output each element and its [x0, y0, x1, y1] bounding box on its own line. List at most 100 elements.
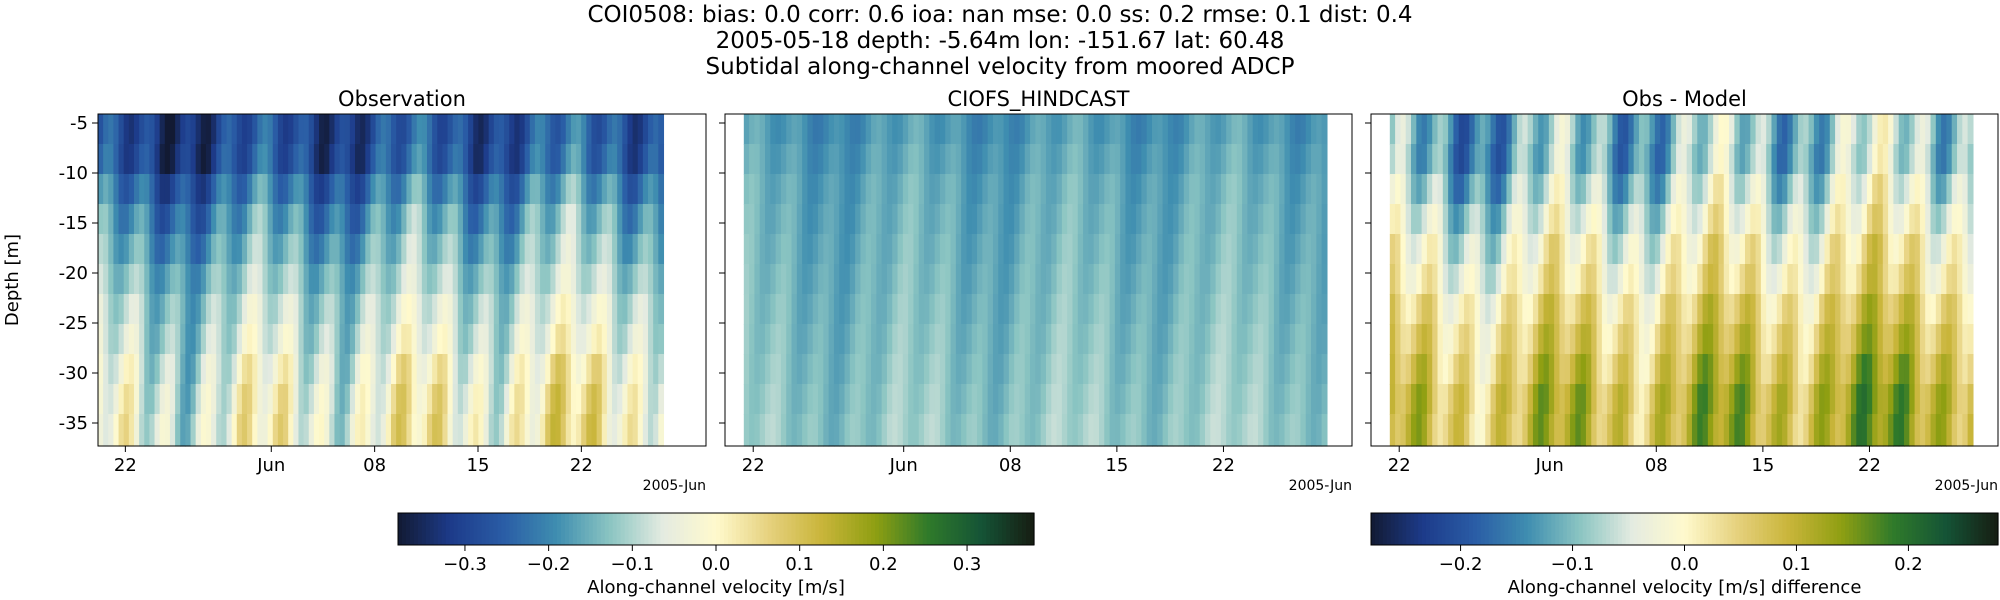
heatmap-cell: [1045, 264, 1052, 295]
heatmap-cell: [452, 354, 459, 385]
heatmap-cell: [1226, 414, 1233, 447]
heatmap-cell: [1713, 264, 1720, 295]
heatmap-cell: [1405, 324, 1412, 355]
heatmap-cell: [339, 324, 346, 355]
colorbar-swatch: [1547, 513, 1552, 545]
heatmap-cell: [612, 174, 618, 205]
heatmap-cell: [324, 174, 330, 205]
heatmap-cell: [298, 204, 305, 235]
heatmap-cell: [627, 294, 634, 325]
heatmap-cell: [406, 264, 413, 295]
heatmap-cell: [1559, 264, 1566, 295]
heatmap-cell: [939, 144, 946, 175]
heatmap-cell: [1543, 324, 1550, 355]
heatmap-cell: [1120, 324, 1127, 355]
heatmap-cell: [241, 384, 248, 415]
heatmap-cell: [457, 144, 464, 175]
heatmap-cell: [1771, 264, 1778, 295]
heatmap-cell: [1236, 324, 1243, 355]
heatmap-cell: [1548, 384, 1555, 415]
heatmap-cell: [1231, 114, 1238, 145]
heatmap-cell: [759, 324, 766, 355]
heatmap-cell: [1930, 234, 1937, 265]
heatmap-cell: [658, 384, 665, 415]
heatmap-cell: [576, 144, 582, 175]
heatmap-cell: [770, 294, 777, 325]
heatmap-cell: [1522, 234, 1529, 265]
heatmap-cell: [236, 414, 243, 447]
heatmap-cell: [955, 114, 962, 145]
heatmap-cell: [1442, 384, 1449, 415]
heatmap-cell: [1612, 174, 1619, 205]
colorbar-swatch: [1461, 513, 1466, 545]
heatmap-cell: [411, 414, 418, 447]
heatmap-cell: [987, 264, 994, 295]
heatmap-cell: [1040, 294, 1047, 325]
heatmap-cell: [1173, 234, 1180, 265]
heatmap-cell: [1591, 234, 1598, 265]
heatmap-cell: [929, 174, 936, 205]
heatmap-cell: [1056, 324, 1063, 355]
heatmap-cell: [272, 264, 279, 295]
heatmap-cell: [749, 294, 756, 325]
heatmap-cell: [754, 414, 761, 447]
heatmap-cell: [169, 204, 176, 235]
heatmap-cell: [934, 414, 941, 447]
heatmap-cell: [1109, 174, 1116, 205]
heatmap-cell: [1437, 144, 1444, 175]
heatmap-cell: [1718, 414, 1725, 447]
heatmap-cell: [743, 174, 750, 205]
heatmap-cell: [865, 114, 872, 145]
heatmap-cell: [1083, 324, 1089, 355]
heatmap-cell: [462, 324, 469, 355]
heatmap-cell: [344, 354, 351, 385]
heatmap-cell: [1215, 114, 1222, 145]
heatmap-cell: [617, 204, 623, 235]
heatmap-cell: [1856, 354, 1863, 385]
heatmap-cell: [1024, 324, 1031, 355]
heatmap-cell: [283, 354, 289, 385]
heatmap-cell: [293, 324, 300, 355]
colorbar-swatch: [1829, 513, 1835, 545]
heatmap-cell: [247, 324, 253, 355]
heatmap-cell: [1575, 324, 1582, 355]
heatmap-cell: [998, 174, 1005, 205]
colorbar-swatch: [1672, 513, 1678, 545]
heatmap-cell: [950, 414, 957, 447]
heatmap-cell: [139, 414, 145, 447]
heatmap-cell: [1845, 264, 1852, 295]
colorbar-swatch: [775, 513, 781, 545]
heatmap-cell: [637, 264, 644, 295]
heatmap-cell: [1173, 324, 1180, 355]
heatmap-cell: [1607, 144, 1614, 175]
heatmap-cell: [1930, 264, 1937, 295]
heatmap-cell: [653, 354, 659, 385]
heatmap-cell: [818, 204, 824, 235]
heatmap-cell: [770, 354, 777, 385]
heatmap-cell: [1008, 144, 1015, 175]
heatmap-cell: [1904, 294, 1910, 325]
heatmap-cell: [1649, 264, 1656, 295]
heatmap-cell: [950, 204, 957, 235]
heatmap-cell: [1252, 204, 1259, 235]
heatmap-cell: [514, 264, 521, 295]
heatmap-cell: [334, 144, 341, 175]
heatmap-cell: [313, 114, 320, 145]
heatmap-cell: [283, 384, 289, 415]
heatmap-cell: [1295, 204, 1302, 235]
heatmap-cell: [966, 264, 973, 295]
colorbar-swatch: [1817, 513, 1823, 545]
heatmap-cell: [1295, 234, 1302, 265]
heatmap-cell: [216, 264, 222, 295]
heatmap-cell: [1580, 114, 1587, 145]
heatmap-cell: [144, 234, 150, 265]
heatmap-cell: [1061, 294, 1068, 325]
heatmap-cell: [355, 354, 361, 385]
heatmap-cell: [802, 354, 809, 385]
heatmap-cell: [1506, 144, 1513, 175]
heatmap-cell: [355, 144, 361, 175]
colorbar-swatch: [398, 513, 403, 545]
heatmap-cell: [1252, 414, 1259, 447]
